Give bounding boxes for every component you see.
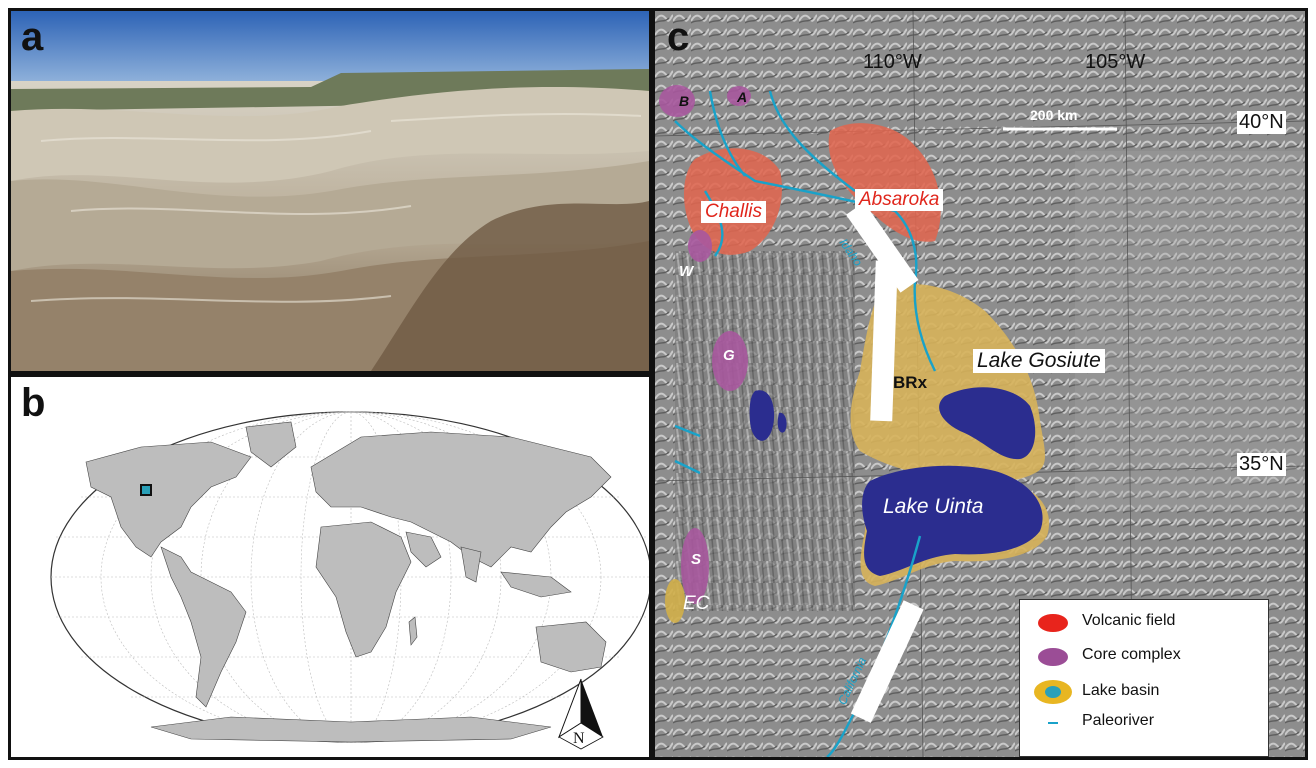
regional-map-panel: c 110°W 105°W 40°N 35°N 200 km Challis A… [652, 8, 1308, 760]
latitude-label-40n: 40°N [1237, 111, 1286, 134]
paleoriver-tributary-2 [703, 190, 724, 257]
absaroka-label: Absaroka [855, 189, 944, 211]
lake-uinta-label: Lake Uinta [883, 495, 984, 518]
paleoriver-tributary-3 [768, 90, 856, 192]
legend-core-swatch [1038, 648, 1068, 666]
map-legend: Volcanic field Core complex Lake basin P… [1019, 599, 1269, 757]
world-map-panel: N b [8, 374, 652, 760]
site-label: BRx [893, 373, 927, 393]
lake-gosiute-water [939, 387, 1036, 460]
great-basin-lake [749, 390, 775, 441]
core-complex-label-w: W [679, 263, 694, 280]
site-marker-x: x [917, 373, 928, 392]
paleoriver-tributary-1 [708, 90, 746, 177]
badlands-photo [11, 11, 649, 371]
idaho-label-bar [846, 202, 919, 293]
longitude-label-105w: 105°W [1085, 51, 1146, 73]
core-complex-label-s: S [691, 551, 702, 568]
small-lake [777, 412, 787, 433]
panel-letter-a: a [21, 15, 44, 59]
core-complex-b [659, 85, 695, 117]
legend-core-label: Core complex [1082, 646, 1181, 663]
lake-uinta-water [862, 465, 1043, 576]
world-map: N [50, 411, 649, 750]
scale-bar-label: 200 km [1030, 107, 1078, 123]
panel-letter-c: c [667, 15, 690, 59]
panel-letter-b: b [21, 381, 46, 425]
core-complex-a [727, 86, 751, 106]
longitude-label-110w: 110°W [863, 51, 922, 73]
latitude-label-35n: 35°N [1237, 453, 1286, 476]
core-complex-g [712, 331, 748, 391]
north-label: N [573, 730, 585, 747]
paleoriver-west-2 [674, 459, 701, 475]
california-label-bar [850, 600, 924, 723]
core-complex-s [681, 528, 709, 604]
north-arrow [557, 678, 604, 750]
core-complex-label-a: A [737, 89, 748, 105]
core-complex-w [688, 230, 712, 262]
legend-volcanic-label: Volcanic field [1082, 612, 1176, 629]
challis-label: Challis [701, 201, 767, 223]
legend-lake-swatch [1034, 680, 1072, 704]
study-area-marker [140, 484, 152, 496]
lake-gosiute-label: Lake Gosiute [973, 349, 1105, 373]
legend-lake-inner [1045, 686, 1061, 698]
core-complex-label-g: G [723, 347, 735, 364]
absaroka-volcanic-field [828, 123, 941, 242]
badlands-photo-panel: a [8, 8, 652, 374]
west-label-bar [870, 260, 898, 422]
core-complex-label-ec: EC [683, 593, 710, 614]
legend-volcanic-swatch [1038, 614, 1068, 632]
core-complex-ec [665, 579, 685, 623]
site-label-text: BR [893, 373, 918, 392]
legend-lake-label: Lake basin [1082, 682, 1160, 699]
legend-paleoriver-swatch [1048, 722, 1058, 724]
paleoriver-west-1 [674, 424, 701, 438]
core-complex-label-b: B [679, 93, 690, 109]
legend-paleoriver-label: Paleoriver [1082, 712, 1155, 729]
